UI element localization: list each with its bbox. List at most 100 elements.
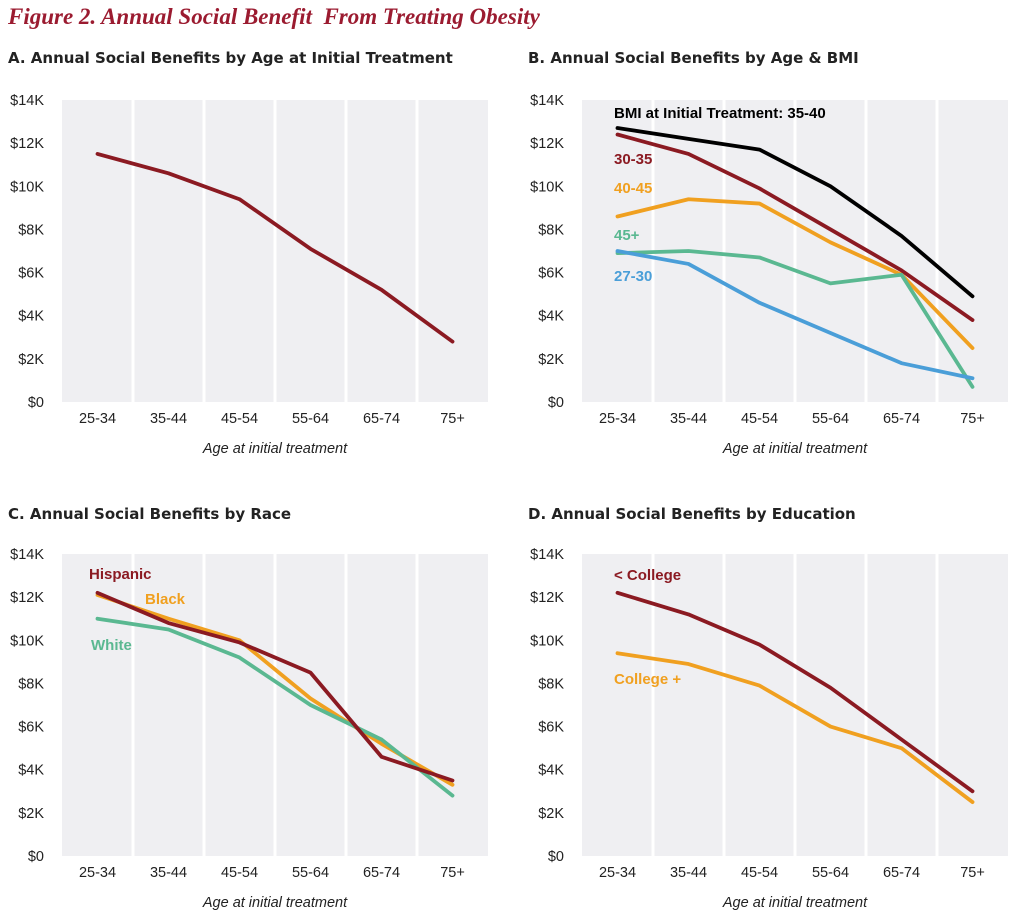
y-tick-label: $2K xyxy=(538,806,564,822)
x-tick-label: 45-54 xyxy=(221,865,258,881)
data-point xyxy=(971,385,974,389)
y-tick-label: $2K xyxy=(538,352,564,368)
data-point xyxy=(687,152,690,156)
series-line-30-35 xyxy=(615,132,975,322)
y-tick-label: $12K xyxy=(530,136,564,152)
series-label: BMI at Initial Treatment: 35-40 xyxy=(614,105,826,122)
figure-title: Figure 2. Annual Social Benefit From Tre… xyxy=(8,4,540,29)
x-tick-label: 65-74 xyxy=(363,411,400,427)
y-tick-label: $4K xyxy=(18,763,44,779)
y-tick-label: $8K xyxy=(18,676,44,692)
series-line--college xyxy=(615,590,975,794)
x-axis-label: Age at initial treatment xyxy=(202,895,348,911)
y-tick-label: $0 xyxy=(548,395,564,411)
x-tick-label: 35-44 xyxy=(670,411,707,427)
y-tick-label: $12K xyxy=(10,590,44,606)
panel-b-title: B. Annual Social Benefits by Age & BMI xyxy=(528,49,859,67)
data-point xyxy=(238,197,241,201)
data-point xyxy=(758,684,761,688)
data-point xyxy=(380,738,383,742)
x-tick-label: 25-34 xyxy=(79,865,116,881)
y-tick-label: $14K xyxy=(10,93,44,109)
y-tick-label: $8K xyxy=(538,222,564,238)
data-point xyxy=(616,126,619,130)
series-line xyxy=(95,152,455,344)
y-tick-label: $6K xyxy=(18,720,44,736)
data-point xyxy=(167,628,170,631)
data-point xyxy=(616,249,619,253)
data-point xyxy=(380,288,383,292)
x-axis-label: Age at initial treatment xyxy=(722,895,868,911)
data-point xyxy=(900,738,903,742)
data-point xyxy=(829,281,832,285)
data-point xyxy=(971,318,974,322)
data-point xyxy=(829,725,832,729)
series-line-40-45 xyxy=(615,197,975,350)
y-tick-label: $6K xyxy=(538,266,564,282)
data-point xyxy=(900,234,903,238)
data-point xyxy=(971,346,974,350)
data-point xyxy=(167,617,170,621)
data-point xyxy=(971,800,974,804)
x-tick-label: 75+ xyxy=(440,865,465,881)
data-point xyxy=(616,214,619,218)
y-tick-label: $4K xyxy=(538,763,564,779)
x-axis-label: Age at initial treatment xyxy=(202,441,348,457)
y-tick-label: $2K xyxy=(18,806,44,822)
series-line-bmi-at-initial-treatment-35-40 xyxy=(615,126,975,299)
data-point xyxy=(451,779,454,782)
y-tick-label: $14K xyxy=(530,547,564,563)
data-point xyxy=(96,152,99,156)
panel-a-title: A. Annual Social Benefits by Age at Init… xyxy=(8,49,453,67)
chart-panel-a: $0 $2K $4K $6K $8K $10K $12K $14K 25-34 35-44 45-5… xyxy=(10,93,488,457)
series-label: College + xyxy=(614,671,681,688)
x-tick-label: 35-44 xyxy=(150,411,187,427)
x-tick-label: 25-34 xyxy=(599,411,636,427)
x-tick-label: 75+ xyxy=(960,865,985,881)
data-point xyxy=(687,262,690,266)
data-point xyxy=(829,331,832,335)
data-point xyxy=(238,656,241,660)
x-tick-label: 55-64 xyxy=(812,411,849,427)
series-label: Hispanic xyxy=(89,566,152,583)
y-tick-label: $0 xyxy=(548,849,564,865)
chart-panel-b: $0 $2K $4K $6K $8K $10K $12K $14K 25-34 35-44 45-5… xyxy=(530,93,1008,457)
series-label: 27-30 xyxy=(614,268,652,285)
y-tick-label: $6K xyxy=(538,720,564,736)
x-tick-label: 35-44 xyxy=(670,865,707,881)
data-point xyxy=(451,794,454,798)
data-point xyxy=(309,247,312,251)
series-line-27-30 xyxy=(615,249,975,381)
data-point xyxy=(758,643,761,647)
x-tick-label: 65-74 xyxy=(363,865,400,881)
y-tick-label: $10K xyxy=(10,179,44,195)
data-point xyxy=(616,133,619,137)
data-point xyxy=(829,227,832,231)
x-axis-label: Age at initial treatment xyxy=(722,441,868,457)
data-point xyxy=(687,137,690,141)
chart-panel-c: $0 $2K $4K $6K $8K $10K $12K $14K 25-34 35-44 45-5… xyxy=(10,547,488,911)
series-label: 30-35 xyxy=(614,151,652,168)
data-point xyxy=(829,240,832,244)
x-tick-label: 65-74 xyxy=(883,411,920,427)
y-tick-label: $0 xyxy=(28,849,44,865)
x-tick-label: 55-64 xyxy=(292,865,329,881)
data-point xyxy=(167,621,170,625)
series-label: 40-45 xyxy=(614,180,652,197)
data-point xyxy=(451,783,454,787)
y-tick-label: $8K xyxy=(538,676,564,692)
data-point xyxy=(758,186,761,190)
data-point xyxy=(238,640,241,644)
series-line-45- xyxy=(615,249,975,389)
panel-c-title: C. Annual Social Benefits by Race xyxy=(8,505,292,523)
series-line-college- xyxy=(615,651,975,804)
data-point xyxy=(167,171,170,175)
data-point xyxy=(971,376,974,380)
x-tick-label: 55-64 xyxy=(812,865,849,881)
data-point xyxy=(758,202,761,206)
series-label: White xyxy=(91,637,132,654)
data-point xyxy=(758,255,761,259)
y-tick-label: $0 xyxy=(28,395,44,411)
x-tick-label: 45-54 xyxy=(741,411,778,427)
x-tick-label: 25-34 xyxy=(79,411,116,427)
